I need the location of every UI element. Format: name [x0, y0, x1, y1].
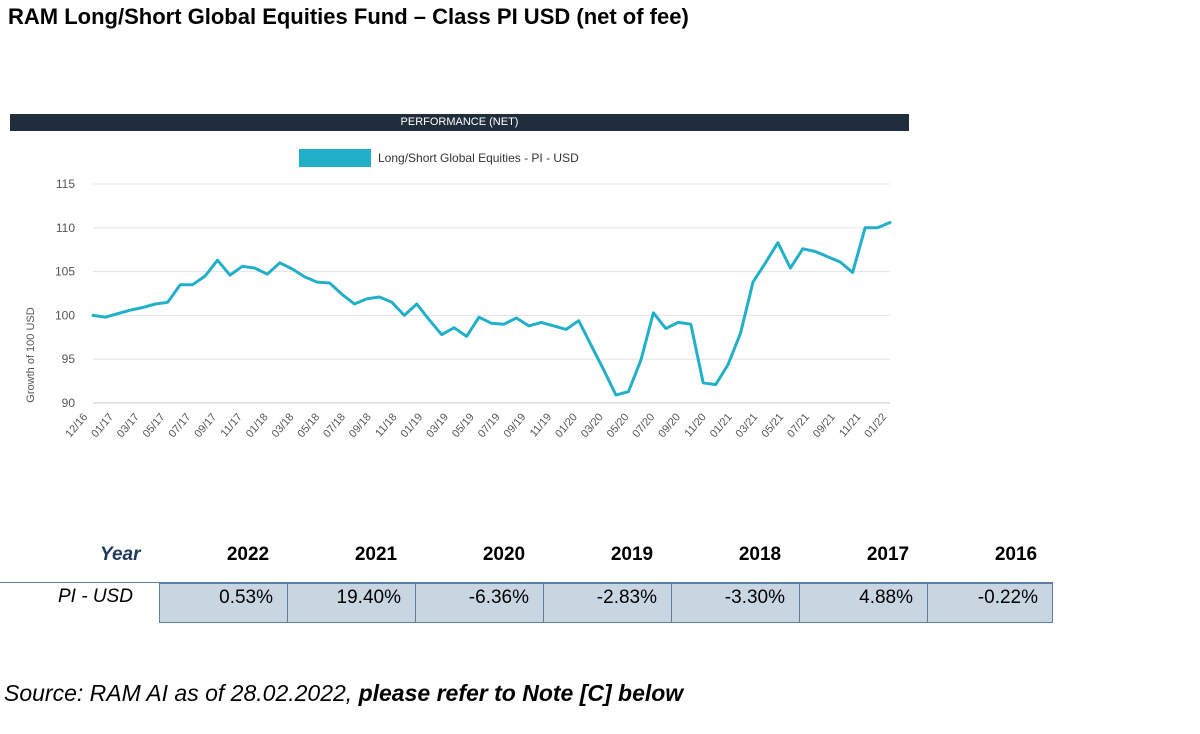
table-cell: -6.36%: [415, 583, 544, 623]
year-header: 2020: [482, 544, 526, 565]
x-tick-label: 07/21: [785, 411, 812, 440]
x-tick-label: 03/21: [734, 411, 761, 440]
x-tick-label: 11/18: [373, 411, 399, 439]
x-tick-label: 07/19: [476, 411, 503, 440]
x-tick-label: 01/17: [89, 411, 116, 440]
page-title: RAM Long/Short Global Equities Fund – Cl…: [8, 4, 689, 29]
x-tick-label: 01/22: [862, 411, 889, 440]
table-cell: -3.30%: [671, 583, 800, 623]
legend-swatch: [299, 149, 371, 167]
x-tick-label: 03/19: [424, 411, 451, 440]
y-tick-label: 110: [56, 221, 75, 235]
table-cell: -2.83%: [543, 583, 672, 623]
table-cell: 0.53%: [159, 583, 288, 623]
year-header: 2016: [994, 544, 1038, 565]
y-axis-label: Growth of 100 USD: [25, 307, 37, 402]
legend-label: Long/Short Global Equities - PI - USD: [378, 151, 579, 165]
x-tick-label: 09/18: [347, 411, 374, 440]
source-note-bold: please refer to Note [C] below: [358, 680, 684, 706]
y-tick-label: 95: [62, 352, 76, 366]
x-tick-label: 01/19: [399, 411, 426, 440]
x-tick-label: 09/17: [192, 411, 219, 440]
x-tick-label: 05/19: [450, 411, 477, 440]
table-cell: -0.22%: [927, 583, 1053, 623]
source-text: Source: RAM AI as of 28.02.2022,: [4, 680, 359, 706]
year-header: 2017: [866, 544, 910, 565]
x-tick-label: 05/17: [141, 411, 168, 440]
x-tick-label: 03/17: [115, 411, 142, 440]
x-tick-label: 05/20: [605, 411, 632, 440]
x-tick-label: 01/20: [553, 411, 580, 440]
x-tick-label: 07/20: [630, 411, 657, 440]
year-header: 2022: [226, 544, 270, 565]
x-tick-label: 09/20: [656, 411, 683, 440]
y-tick-label: 100: [55, 308, 75, 322]
row-label: PI - USD: [58, 586, 133, 607]
grid-layer: [93, 183, 890, 404]
x-tick-label: 03/20: [579, 411, 606, 440]
x-tick-label: 11/17: [219, 411, 245, 439]
x-tick-label: 01/18: [244, 411, 271, 440]
x-tick-label: 11/21: [837, 411, 863, 439]
x-tick-label: 07/17: [167, 411, 194, 440]
y-ticks: 90 95 100 105 110 115: [55, 177, 75, 410]
y-tick-label: 105: [55, 265, 75, 279]
source-note: Source: RAM AI as of 28.02.2022, please …: [4, 680, 683, 707]
x-tick-label: 07/18: [321, 411, 348, 440]
y-tick-label: 115: [56, 177, 75, 191]
x-tick-label: 12/16: [63, 411, 90, 440]
year-header: 2018: [738, 544, 782, 565]
year-header: 2019: [610, 544, 654, 565]
year-header-label: Year: [100, 544, 141, 565]
x-tick-label: 09/21: [811, 411, 838, 440]
x-tick-label: 05/18: [295, 411, 322, 440]
year-header: 2021: [354, 544, 398, 565]
x-tick-label: 11/19: [528, 411, 554, 439]
x-tick-label: 03/18: [270, 411, 297, 440]
series-line: [91, 221, 892, 397]
x-tick-label: 05/21: [759, 411, 786, 440]
x-tick-label: 11/20: [683, 411, 709, 439]
x-tick-label: 01/21: [708, 411, 735, 440]
table-cell: 4.88%: [799, 583, 928, 623]
performance-banner: PERFORMANCE (NET): [10, 114, 909, 131]
table-cell: 19.40%: [287, 583, 416, 623]
y-tick-label: 90: [62, 396, 76, 410]
table-rule: [0, 582, 1053, 583]
x-tick-label: 09/19: [502, 411, 529, 440]
